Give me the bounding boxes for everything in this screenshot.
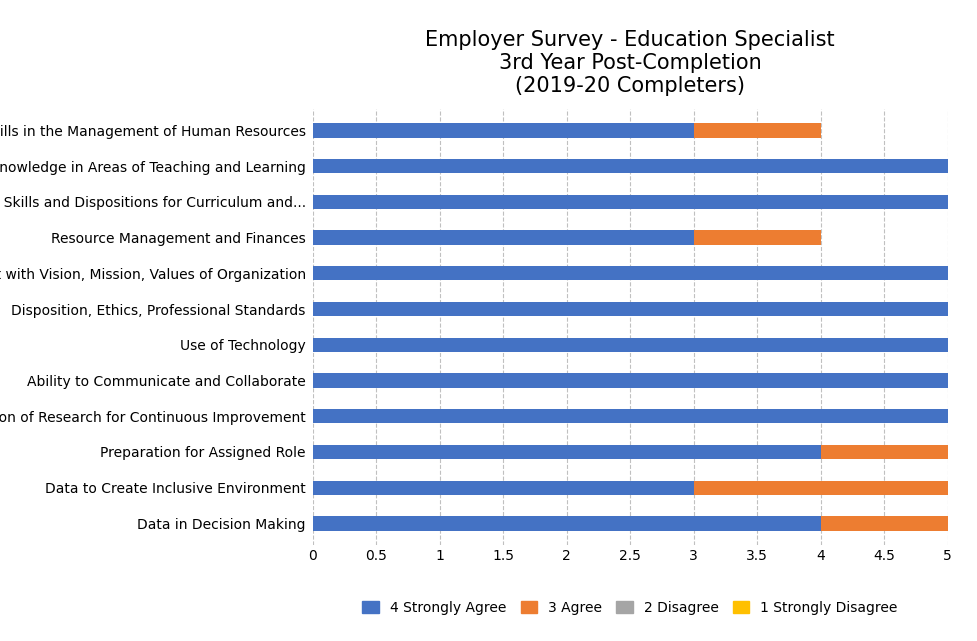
Bar xyxy=(313,481,694,495)
Bar xyxy=(313,409,948,423)
Title: Employer Survey - Education Specialist
3rd Year Post-Completion
(2019-20 Complet: Employer Survey - Education Specialist 3… xyxy=(425,30,835,96)
Bar xyxy=(313,123,694,138)
Bar xyxy=(313,231,694,245)
Bar xyxy=(313,195,948,209)
Bar xyxy=(694,481,948,495)
Bar xyxy=(821,516,948,531)
Bar xyxy=(313,373,948,388)
Bar xyxy=(313,516,821,531)
Bar xyxy=(313,338,948,352)
Bar xyxy=(313,445,821,459)
Bar xyxy=(313,302,948,316)
Bar xyxy=(313,266,948,281)
Bar xyxy=(821,445,948,459)
Legend: 4 Strongly Agree, 3 Agree, 2 Disagree, 1 Strongly Disagree: 4 Strongly Agree, 3 Agree, 2 Disagree, 1… xyxy=(357,595,904,620)
Bar xyxy=(694,123,821,138)
Bar xyxy=(694,231,821,245)
Bar xyxy=(313,159,948,173)
